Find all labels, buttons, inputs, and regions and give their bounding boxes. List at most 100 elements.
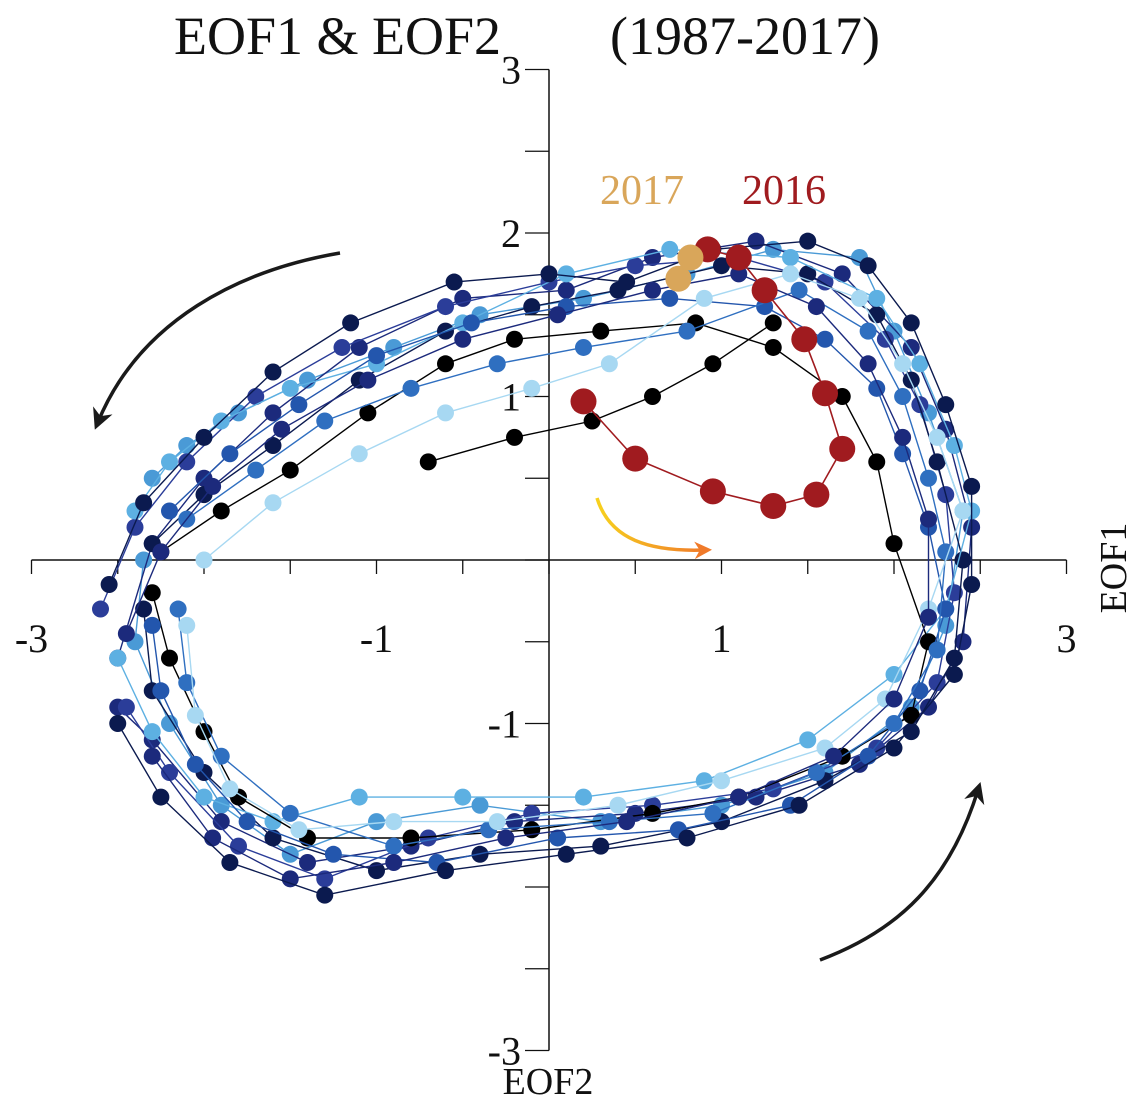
data-point [859,257,877,275]
data-point [807,764,825,782]
x-tick-label: 1 [712,616,732,661]
data-point [833,388,851,405]
data-point [324,845,342,863]
data-point [488,813,506,831]
series-layer [92,232,981,904]
data-point [385,837,403,855]
data-point [937,396,955,414]
data-point [221,853,239,871]
data-point [618,813,636,831]
data-point [894,355,912,373]
data-point [782,249,799,267]
x-tick-label: -3 [15,616,48,661]
data-point [644,249,661,267]
series-2016-point [622,445,649,472]
data-point [299,853,316,871]
data-point [281,870,299,888]
data-point [445,273,463,291]
data-point [868,289,886,307]
data-point [195,788,213,806]
data-point [264,363,282,381]
data-point [920,510,937,528]
series-2017 [665,244,704,292]
data-point [661,289,679,307]
data-point [143,616,161,634]
data-point [825,747,843,765]
data-point [471,796,489,814]
data-point [747,232,765,250]
counterclockwise-arrow-bottom-right [819,781,985,962]
data-point [859,355,877,373]
data-point [264,494,282,512]
data-point [902,314,920,332]
highlight-layer [570,236,856,520]
data-point [583,412,601,430]
x-tick-label: -1 [360,616,393,661]
data-point [523,298,541,316]
data-point [928,428,946,446]
data-point [557,845,575,863]
direction-arrow-2016 [595,497,712,560]
data-point [152,788,170,806]
data-point [592,322,610,340]
data-point [506,330,523,348]
data-point [143,747,161,765]
data-point [557,281,575,299]
data-point [799,731,817,749]
data-point [186,706,204,724]
data-point [575,788,592,806]
data-point [851,289,868,307]
series-2016-point [791,326,818,353]
data-point [437,862,454,880]
data-point [419,829,437,847]
data-point [264,404,282,422]
data-point [117,625,135,643]
data-point [178,674,196,692]
data-point [764,338,782,356]
data-point [678,829,696,847]
data-point [644,804,661,822]
data-point [135,551,153,569]
data-point [178,453,196,471]
data-point [506,813,523,831]
series-2016-point [570,388,597,415]
data-point [600,813,618,831]
data-point [497,829,515,847]
data-point [885,665,903,683]
series-line [186,273,964,831]
data-point [385,853,403,871]
data-point [894,445,912,463]
data-point [273,420,291,438]
data-point [902,371,920,389]
series-2017-point [665,265,692,292]
counterclockwise-arrow-top-left [93,251,341,430]
data-point [342,314,360,332]
data-point [169,600,187,618]
data-point [600,355,618,373]
data-point [454,289,472,307]
data-point [109,649,127,667]
data-point [264,437,282,455]
data-point [799,232,817,250]
data-point [437,355,454,373]
data-point [540,265,558,283]
data-point [359,404,377,422]
series-10 [117,265,937,888]
series-line [117,240,973,864]
data-point [592,837,610,855]
data-point [359,371,377,389]
data-point [902,723,920,741]
series-line [428,322,774,463]
data-point [195,428,213,446]
y-tick-label: -3 [488,1029,521,1074]
data-point [945,649,963,667]
data-point [609,796,627,814]
data-point [143,584,161,602]
label-2017: 2017 [600,168,684,214]
data-point [238,813,256,831]
data-point [885,739,903,757]
series-3 [92,249,963,888]
data-point [506,428,523,446]
data-point [135,600,153,618]
data-point [885,715,903,732]
